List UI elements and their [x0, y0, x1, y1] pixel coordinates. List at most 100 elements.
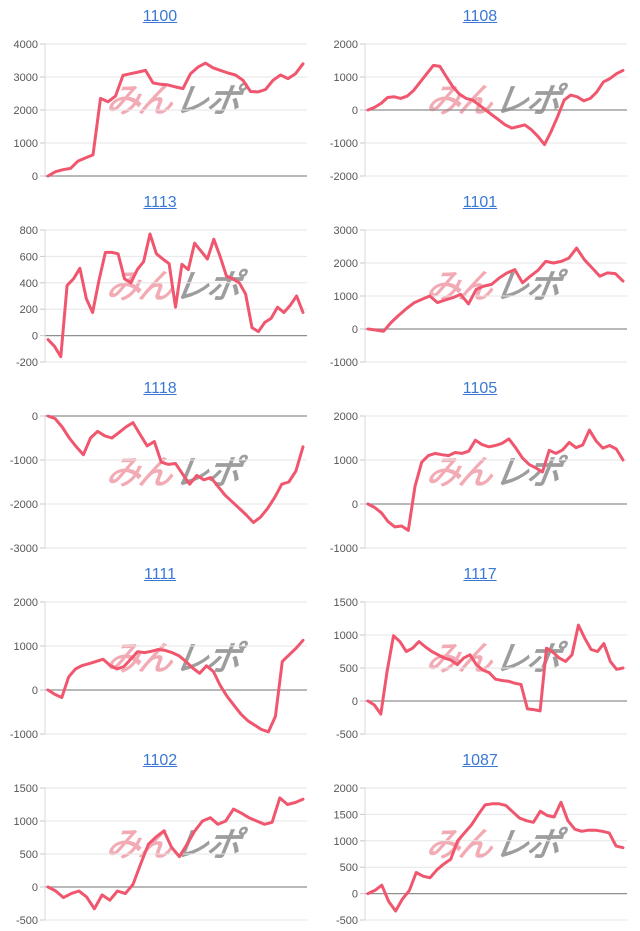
series-line [366, 800, 625, 913]
series-line [46, 61, 305, 178]
chart-title-row: 1108 [320, 0, 640, 36]
y-tick-label: 0 [352, 105, 358, 117]
line-chart: みんレポ -500 0 500 1000 1500 [0, 780, 320, 930]
chart-cell: 1111 みんレポ -1000 0 1000 2000 [0, 558, 320, 744]
chart-title-row: 1087 [320, 744, 640, 780]
y-tick-label: 1000 [334, 836, 358, 848]
chart-title-row: 1101 [320, 186, 640, 222]
y-tick-label: -1000 [330, 543, 358, 555]
y-tick-label: 2000 [334, 783, 358, 795]
chart-canvas: -1000 0 1000 2000 3000 [330, 225, 627, 369]
y-tick-label: 0 [32, 882, 38, 894]
line-chart: みんレポ -1000 0 1000 2000 [320, 408, 640, 558]
y-tick-label: 0 [352, 324, 358, 336]
chart-canvas: -500 0 500 1000 1500 [14, 783, 307, 927]
y-tick-label: 0 [352, 499, 358, 511]
chart-canvas: -2000 -1000 0 1000 2000 [330, 39, 627, 183]
series-line [46, 796, 305, 911]
y-tick-label: 1000 [14, 641, 38, 653]
line-chart: みんレポ 0 1000 2000 3000 4000 [0, 36, 320, 186]
y-tick-label: -2000 [10, 499, 38, 511]
y-tick-label: -1000 [10, 729, 38, 741]
y-tick-label: 500 [340, 663, 358, 675]
series-line [46, 638, 305, 734]
y-tick-label: 1500 [334, 597, 358, 609]
series-line [366, 63, 625, 147]
chart-canvas: -200 0 200 400 600 800 [16, 225, 307, 369]
chart-cell: 1101 みんレポ -1000 0 1000 2000 3000 [320, 186, 640, 372]
chart-canvas: -3000 -2000 -1000 0 [10, 411, 307, 555]
chart-title-row: 1100 [0, 0, 320, 36]
chart-title-link[interactable]: 1102 [142, 752, 178, 769]
series-line [366, 623, 625, 716]
line-chart: みんレポ -500 0 500 1000 1500 2000 [320, 780, 640, 930]
y-tick-label: 0 [32, 171, 38, 183]
line-chart: みんレポ -500 0 500 1000 1500 [320, 594, 640, 744]
y-tick-label: 4000 [14, 39, 38, 51]
y-tick-label: -1000 [10, 455, 38, 467]
y-tick-label: 1500 [334, 809, 358, 821]
y-tick-label: 0 [32, 685, 38, 697]
chart-title-link[interactable]: 1105 [462, 380, 498, 397]
chart-title-link[interactable]: 1108 [462, 8, 498, 25]
line-chart: みんレポ -1000 0 1000 2000 [0, 594, 320, 744]
series-line [46, 414, 305, 524]
y-tick-label: 1000 [14, 138, 38, 150]
y-tick-label: 0 [352, 889, 358, 901]
chart-canvas: -1000 0 1000 2000 [10, 597, 307, 741]
chart-title-link[interactable]: 1111 [143, 566, 177, 583]
y-tick-label: 1000 [334, 455, 358, 467]
y-tick-label: 1000 [14, 816, 38, 828]
chart-cell: 1087 みんレポ -500 0 500 1000 1500 2000 [320, 744, 640, 930]
y-tick-label: 0 [352, 696, 358, 708]
chart-title-row: 1111 [0, 558, 320, 594]
y-tick-label: 2000 [334, 39, 358, 51]
line-chart: みんレポ -2000 -1000 0 1000 2000 [320, 36, 640, 186]
y-tick-label: 3000 [334, 225, 358, 237]
y-tick-label: 1000 [334, 291, 358, 303]
line-chart: みんレポ -200 0 200 400 600 800 [0, 222, 320, 372]
chart-canvas: -1000 0 1000 2000 [330, 411, 627, 555]
line-chart: みんレポ -1000 0 1000 2000 3000 [320, 222, 640, 372]
y-tick-label: 2000 [14, 105, 38, 117]
chart-title-link[interactable]: 1118 [143, 380, 177, 397]
y-tick-label: 400 [20, 278, 38, 290]
y-tick-label: 1500 [14, 783, 38, 795]
y-tick-label: 500 [340, 862, 358, 874]
chart-cell: 1113 みんレポ -200 0 200 400 600 800 [0, 186, 320, 372]
y-tick-label: -3000 [10, 543, 38, 555]
y-tick-label: -500 [336, 915, 358, 927]
series-line [46, 232, 305, 359]
chart-title-link[interactable]: 1087 [462, 752, 498, 769]
y-tick-label: 0 [32, 331, 38, 343]
y-tick-label: 2000 [334, 411, 358, 423]
chart-cell: 1117 みんレポ -500 0 500 1000 1500 [320, 558, 640, 744]
y-tick-label: 800 [20, 225, 38, 237]
y-tick-label: 0 [32, 411, 38, 423]
y-tick-label: -500 [336, 729, 358, 741]
y-tick-label: -1000 [330, 357, 358, 369]
chart-cell: 1102 みんレポ -500 0 500 1000 1500 [0, 744, 320, 930]
chart-canvas: -500 0 500 1000 1500 2000 [334, 783, 627, 927]
chart-title-link[interactable]: 1101 [462, 194, 498, 211]
y-tick-label: 3000 [14, 72, 38, 84]
y-tick-label: 500 [20, 849, 38, 861]
chart-cell: 1105 みんレポ -1000 0 1000 2000 [320, 372, 640, 558]
chart-title-link[interactable]: 1100 [142, 8, 178, 25]
chart-title-row: 1118 [0, 372, 320, 408]
chart-title-link[interactable]: 1117 [463, 566, 497, 583]
y-tick-label: 1000 [334, 630, 358, 642]
y-tick-label: -2000 [330, 171, 358, 183]
y-tick-label: 600 [20, 251, 38, 263]
chart-title-link[interactable]: 1113 [143, 194, 177, 211]
chart-canvas: -500 0 500 1000 1500 [334, 597, 627, 741]
y-tick-label: 2000 [14, 597, 38, 609]
chart-canvas: 0 1000 2000 3000 4000 [14, 39, 307, 183]
chart-cell: 1108 みんレポ -2000 -1000 0 1000 2000 [320, 0, 640, 186]
chart-title-row: 1117 [320, 558, 640, 594]
line-chart: みんレポ -3000 -2000 -1000 0 [0, 408, 320, 558]
y-tick-label: 2000 [334, 258, 358, 270]
y-tick-label: -1000 [330, 138, 358, 150]
y-tick-label: 200 [20, 304, 38, 316]
